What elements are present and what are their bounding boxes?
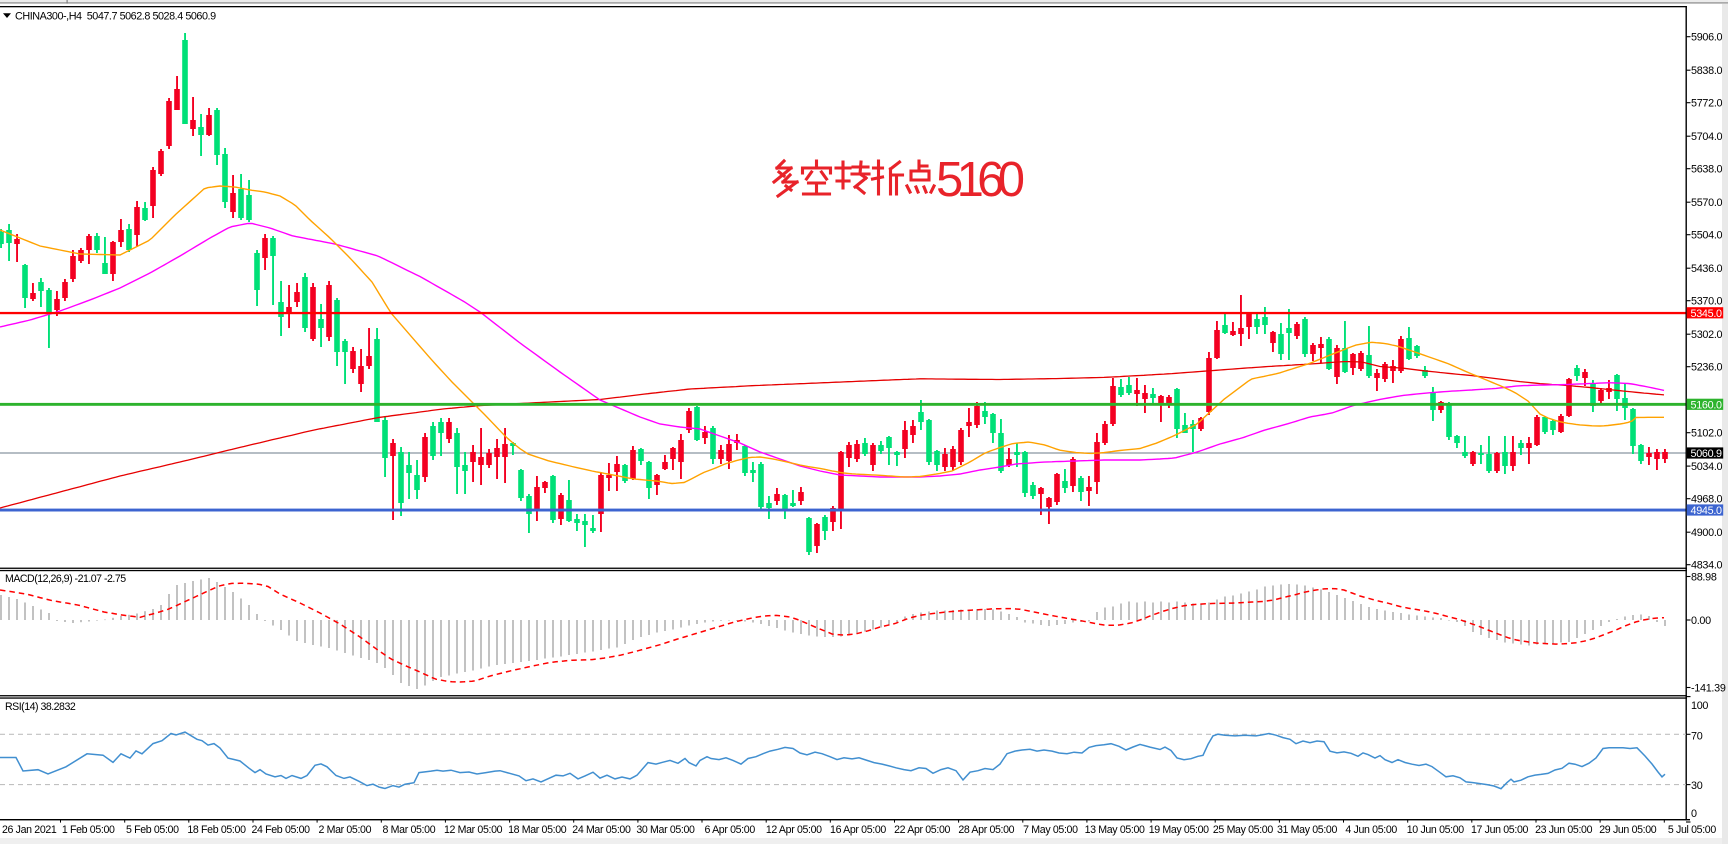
svg-text:4945.0: 4945.0 bbox=[1691, 505, 1723, 517]
svg-text:4834.0: 4834.0 bbox=[1691, 560, 1723, 572]
svg-text:5638.0: 5638.0 bbox=[1691, 164, 1723, 176]
svg-text:4900.0: 4900.0 bbox=[1691, 527, 1723, 539]
svg-text:8 Mar 05:00: 8 Mar 05:00 bbox=[383, 824, 436, 836]
svg-text:5838.0: 5838.0 bbox=[1691, 65, 1723, 77]
svg-text:5772.0: 5772.0 bbox=[1691, 98, 1723, 110]
svg-text:5 Jul 05:00: 5 Jul 05:00 bbox=[1668, 824, 1716, 836]
svg-text:22 Apr 05:00: 22 Apr 05:00 bbox=[894, 824, 950, 836]
svg-text:13 May 05:00: 13 May 05:00 bbox=[1085, 824, 1145, 836]
svg-text:4 Jun 05:00: 4 Jun 05:00 bbox=[1345, 824, 1397, 836]
svg-text:CHINA300-,H4 5047.7 5062.8 50: CHINA300-,H4 5047.7 5062.8 5028.4 5060.9 bbox=[15, 11, 216, 23]
svg-text:10 Jun 05:00: 10 Jun 05:00 bbox=[1407, 824, 1465, 836]
svg-text:12 Mar 05:00: 12 Mar 05:00 bbox=[444, 824, 503, 836]
svg-text:70: 70 bbox=[1691, 731, 1703, 743]
svg-text:29 Jun 05:00: 29 Jun 05:00 bbox=[1599, 824, 1657, 836]
svg-text:0.00: 0.00 bbox=[1691, 615, 1711, 627]
svg-text:31 May 05:00: 31 May 05:00 bbox=[1277, 824, 1337, 836]
svg-text:7 May 05:00: 7 May 05:00 bbox=[1023, 824, 1078, 836]
svg-text:1 Feb 05:00: 1 Feb 05:00 bbox=[62, 824, 115, 836]
svg-text:12 Apr 05:00: 12 Apr 05:00 bbox=[766, 824, 822, 836]
svg-text:5345.0: 5345.0 bbox=[1691, 308, 1723, 320]
svg-text:30: 30 bbox=[1691, 780, 1703, 792]
svg-text:5302.0: 5302.0 bbox=[1691, 329, 1723, 341]
svg-text:5160: 5160 bbox=[936, 153, 1025, 207]
svg-text:5570.0: 5570.0 bbox=[1691, 197, 1723, 209]
svg-text:16 Apr 05:00: 16 Apr 05:00 bbox=[830, 824, 886, 836]
svg-text:26 Jan 2021: 26 Jan 2021 bbox=[2, 824, 57, 836]
svg-text:5 Feb 05:00: 5 Feb 05:00 bbox=[126, 824, 179, 836]
svg-text:2 Mar 05:00: 2 Mar 05:00 bbox=[318, 824, 371, 836]
svg-text:RSI(14) 38.2832: RSI(14) 38.2832 bbox=[5, 701, 76, 713]
svg-text:19 May 05:00: 19 May 05:00 bbox=[1149, 824, 1209, 836]
svg-text:23 Jun 05:00: 23 Jun 05:00 bbox=[1535, 824, 1593, 836]
svg-text:5102.0: 5102.0 bbox=[1691, 428, 1723, 440]
svg-text:100: 100 bbox=[1691, 700, 1708, 712]
svg-text:5436.0: 5436.0 bbox=[1691, 263, 1723, 275]
svg-text:5504.0: 5504.0 bbox=[1691, 230, 1723, 242]
svg-text:6 Apr 05:00: 6 Apr 05:00 bbox=[705, 824, 756, 836]
svg-text:4968.0: 4968.0 bbox=[1691, 494, 1723, 506]
svg-text:24 Feb 05:00: 24 Feb 05:00 bbox=[251, 824, 310, 836]
svg-text:5034.0: 5034.0 bbox=[1691, 461, 1723, 473]
svg-text:0: 0 bbox=[1691, 808, 1697, 820]
svg-text:18 Mar 05:00: 18 Mar 05:00 bbox=[508, 824, 567, 836]
svg-text:5060.9: 5060.9 bbox=[1691, 448, 1723, 460]
svg-text:24 Mar 05:00: 24 Mar 05:00 bbox=[572, 824, 631, 836]
svg-text:5160.0: 5160.0 bbox=[1691, 399, 1723, 411]
svg-text:25 May 05:00: 25 May 05:00 bbox=[1213, 824, 1273, 836]
svg-text:5236.0: 5236.0 bbox=[1691, 362, 1723, 374]
svg-text:MACD(12,26,9) -21.07 -2.75: MACD(12,26,9) -21.07 -2.75 bbox=[5, 573, 126, 585]
svg-text:-141.39: -141.39 bbox=[1691, 683, 1726, 695]
svg-text:88.98: 88.98 bbox=[1691, 572, 1717, 584]
svg-text:18 Feb 05:00: 18 Feb 05:00 bbox=[187, 824, 246, 836]
svg-text:5704.0: 5704.0 bbox=[1691, 131, 1723, 143]
svg-text:5370.0: 5370.0 bbox=[1691, 296, 1723, 308]
svg-text:30 Mar 05:00: 30 Mar 05:00 bbox=[636, 824, 695, 836]
svg-text:28 Apr 05:00: 28 Apr 05:00 bbox=[958, 824, 1014, 836]
svg-text:5906.0: 5906.0 bbox=[1691, 32, 1723, 44]
svg-text:17 Jun 05:00: 17 Jun 05:00 bbox=[1471, 824, 1529, 836]
